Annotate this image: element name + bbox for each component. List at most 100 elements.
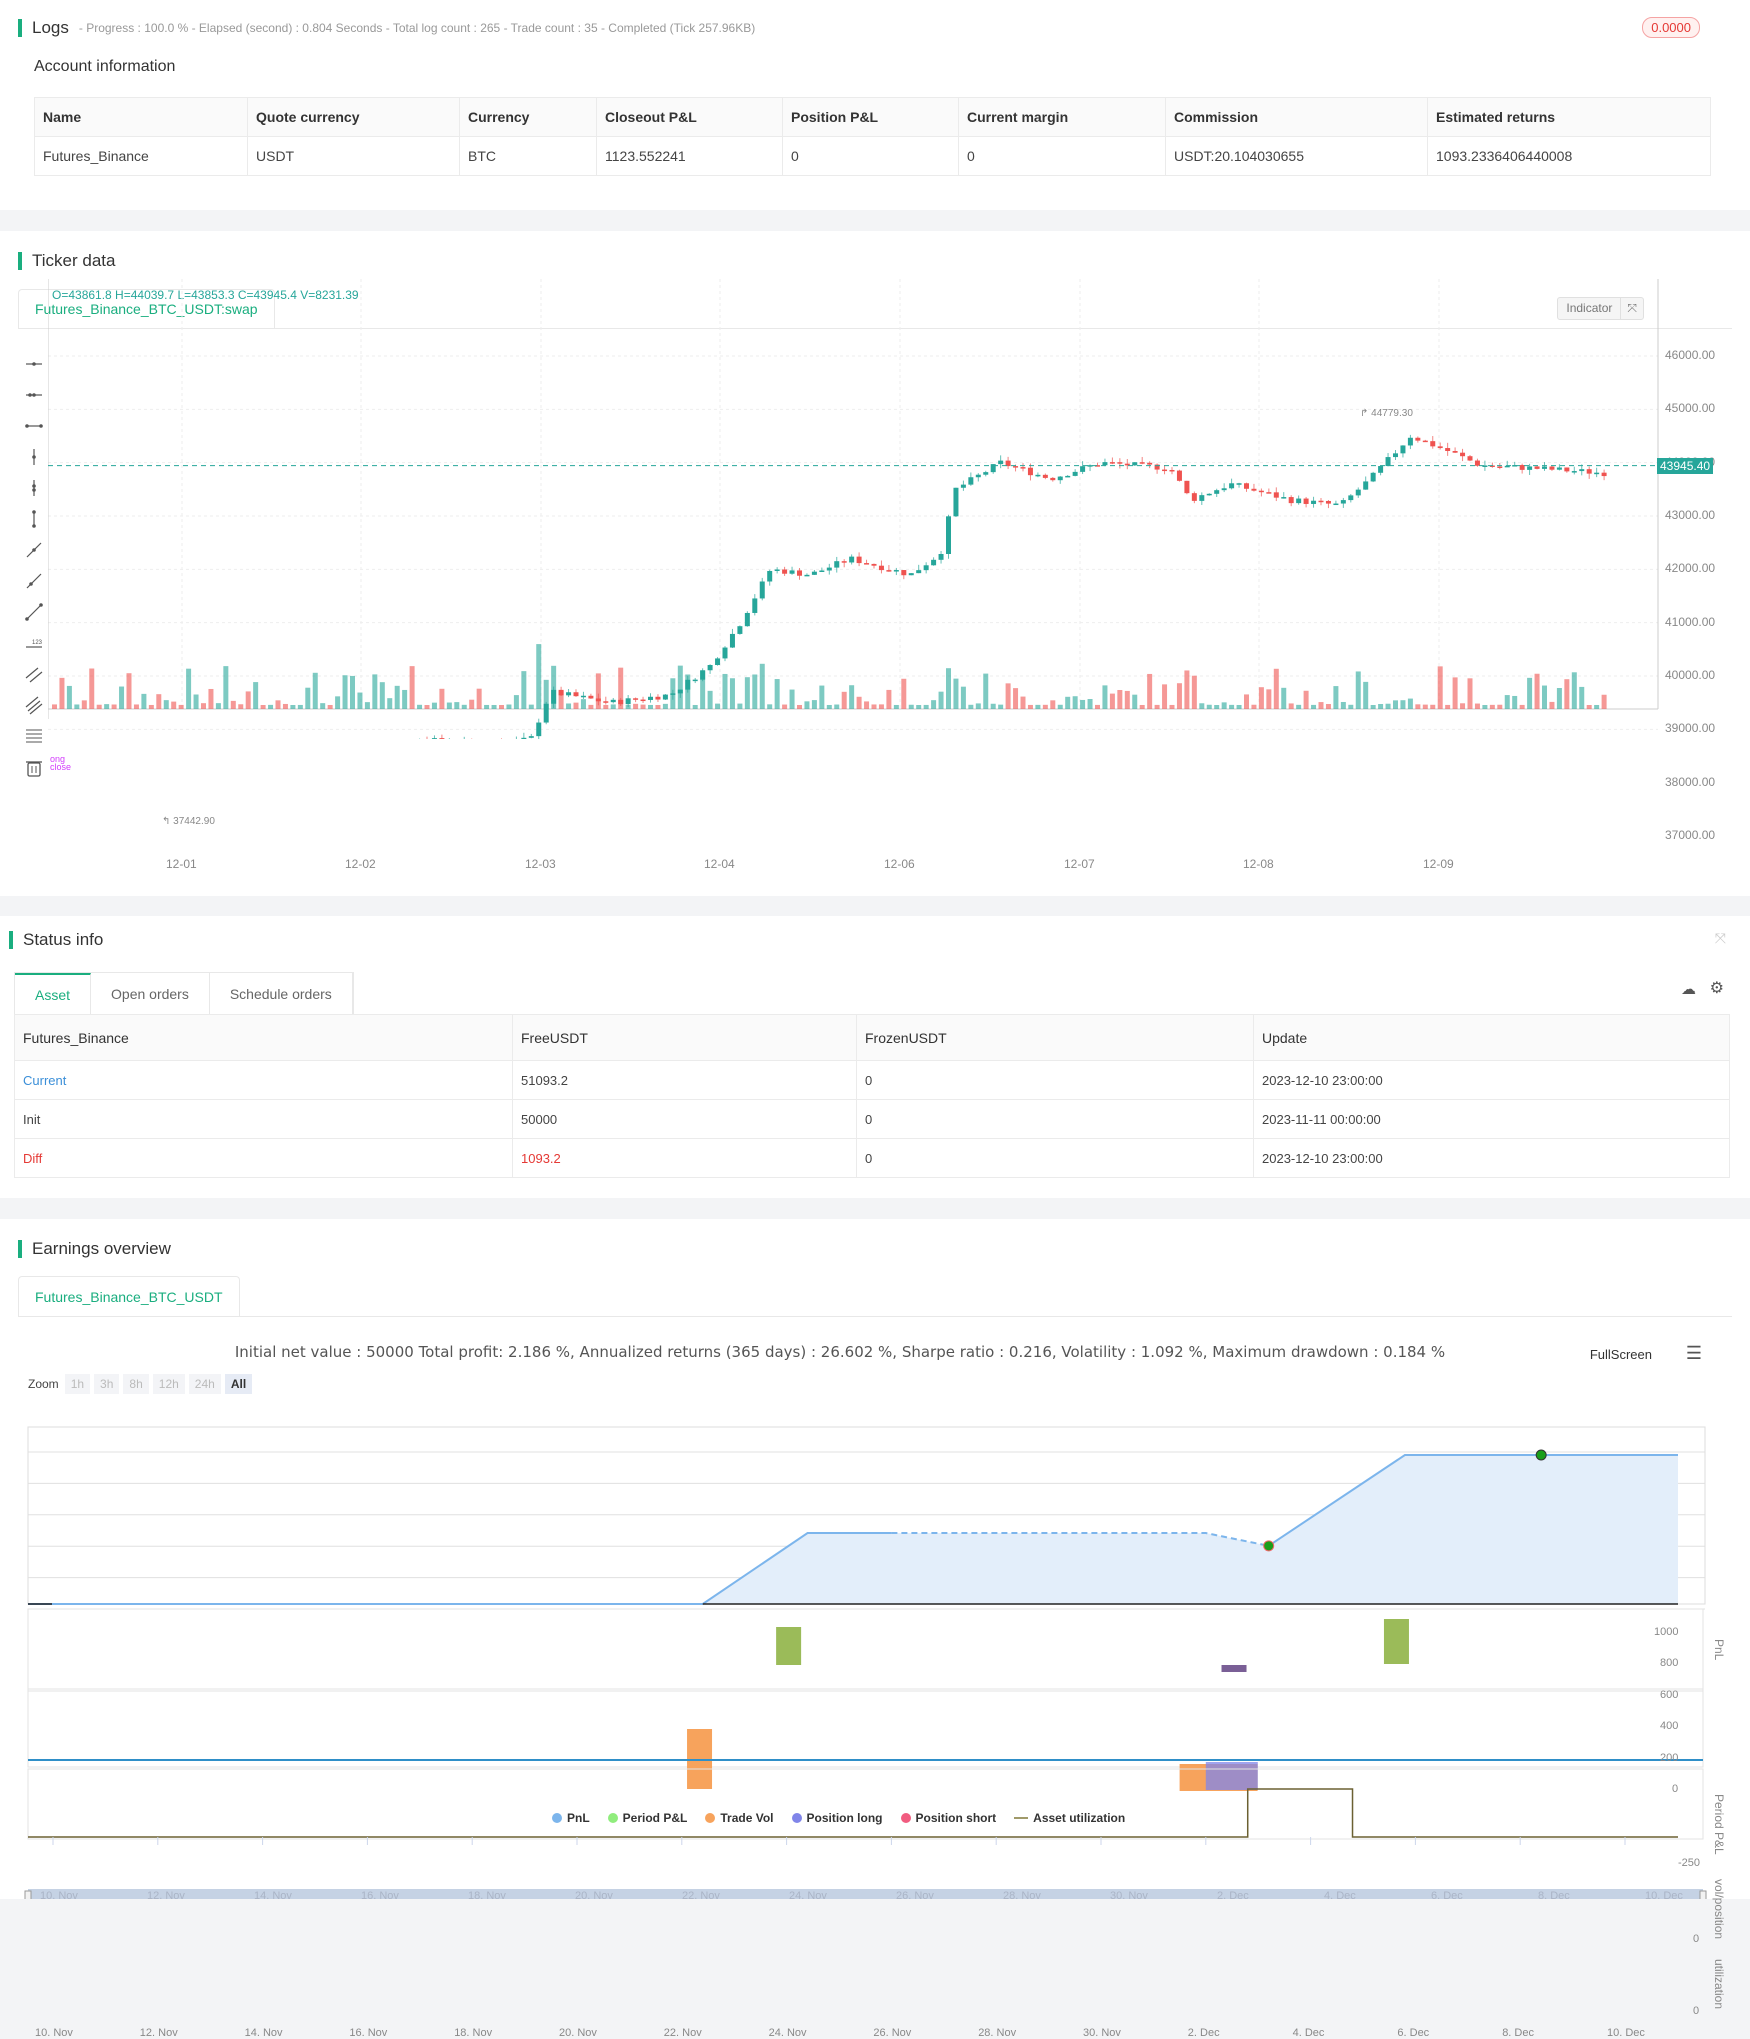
low-value: 37442.90 [173,816,215,827]
x-tick: 4. Dec [1292,2027,1325,2039]
zoom-1h[interactable]: 1h [64,1374,91,1394]
row-label-init: Init [14,1099,513,1139]
price-tick: 38000.00 [1665,774,1716,789]
horizontal-ray-icon[interactable] [24,385,44,405]
legend-marker-icon [791,1813,802,1823]
legend-label: PnL [567,1811,590,1825]
x-tick: 18. Nov [454,2027,493,2039]
status-tabs: Asset Open orders Schedule orders [14,972,354,1015]
x-tick: 30. Nov [1083,2027,1121,2039]
expand-icon[interactable]: ⤧ [1714,930,1726,946]
navigator-tick: 10. Nov [40,1890,78,1902]
col-position-pnl: Position P&L [782,97,959,137]
x-tick: 22. Nov [663,2027,702,2039]
pnl-tick: 800 [1660,1657,1679,1670]
logs-summary: - Progress : 100.0 % - Elapsed (second) … [78,21,756,35]
navigator-tick: 4. Dec [1324,1890,1356,1902]
candlestick-chart[interactable] [48,279,1660,739]
fullscreen-icon[interactable]: ⤧ [1627,301,1637,315]
navigator-tick: 12. Nov [147,1890,185,1902]
vertical-ray-icon[interactable] [24,478,44,498]
zoom-12h[interactable]: 12h [152,1374,185,1394]
svg-text:123: 123 [32,640,43,646]
tab-divider [18,328,1732,329]
horizontal-segment-icon[interactable] [24,416,44,436]
horizontal-line-icon[interactable] [24,354,44,374]
tab-divider [18,1316,1732,1317]
legend-item[interactable]: Period P&L [607,1811,687,1825]
col-frozen-usdt: FrozenUSDT [856,1014,1254,1061]
legend-item[interactable]: Position long [791,1811,883,1825]
pnl-tick: 400 [1660,1720,1679,1733]
time-tick: 12-08 [1243,857,1274,871]
axis-title: PnL [1712,1639,1726,1661]
parallel-lines-icon[interactable] [24,664,44,684]
high-value: 44779.30 [1371,408,1413,419]
earnings-chart[interactable] [0,1399,1750,1899]
zoom-all[interactable]: All [224,1374,253,1394]
pnl-tick: 0 [1672,1783,1679,1795]
gear-icon[interactable]: ⚙ [1709,980,1724,997]
price-channel-icon[interactable] [24,695,44,715]
time-tick: 12-06 [884,857,915,871]
axis-title: Period P&L [1712,1794,1726,1855]
trash-icon[interactable] [24,757,44,777]
logs-title: Logs [32,18,69,37]
earnings-panel: Earnings overview Futures_Binance_BTC_US… [0,1219,1750,2039]
price-line-icon[interactable]: 123 [24,633,44,653]
price-tick: 39000.00 [1665,721,1716,736]
menu-icon[interactable]: ☰ [1685,1343,1702,1363]
cell: 0 [856,1099,1254,1139]
cell: 0 [856,1138,1254,1178]
legend-item[interactable]: Position short [900,1811,996,1825]
zoom-8h[interactable]: 8h [123,1374,149,1394]
vertical-line-icon[interactable] [24,447,44,467]
tab-open-orders[interactable]: Open orders [91,973,210,1015]
cell: Futures_Binance [34,136,248,176]
zoom-3h[interactable]: 3h [94,1374,120,1394]
vertical-segment-icon[interactable] [24,509,44,529]
legend-label: Trade Vol [720,1811,774,1825]
legend-item[interactable]: Trade Vol [705,1811,774,1825]
fibonacci-icon[interactable] [24,726,44,746]
zoom-24h[interactable]: 24h [188,1374,221,1394]
legend-item[interactable]: PnL [552,1811,590,1825]
x-tick: 26. Nov [873,2027,912,2039]
x-tick: 12. Nov [139,2027,178,2039]
segment-line-icon[interactable] [24,602,44,622]
trend-line-icon[interactable] [24,540,44,560]
tab-ticker-symbol[interactable]: Futures_Binance_BTC_USDT:swap [18,289,275,328]
legend-item[interactable]: Asset utilization [1014,1811,1125,1825]
navigator-tick: 10. Dec [1645,1890,1683,1902]
tab-earnings-symbol[interactable]: Futures_Binance_BTC_USDT [18,1276,240,1316]
cell: 0 [782,136,959,176]
tab-asset[interactable]: Asset [15,973,92,1015]
legend-marker-icon [705,1813,716,1823]
navigator-tick: 22. Nov [682,1890,720,1902]
status-panel: Status info ⤧ Asset Open orders Schedule… [0,916,1750,1198]
cloud-download-icon[interactable]: ☁ [1681,981,1696,998]
cell: 51093.2 [512,1060,857,1100]
tab-schedule-orders[interactable]: Schedule orders [210,973,353,1015]
navigator-tick: 2. Dec [1217,1890,1249,1902]
navigator-tick: 26. Nov [896,1890,934,1902]
cell: 2023-11-11 00:00:00 [1253,1099,1730,1139]
time-tick: 12-01 [166,857,197,871]
navigator-tick: 16. Nov [361,1890,399,1902]
col-free-usdt: FreeUSDT [512,1014,857,1061]
cell: BTC [459,136,597,176]
x-tick: 10. Dec [1607,2027,1645,2039]
ticker-panel: Ticker data Futures_Binance_BTC_USDT:swa… [0,231,1750,896]
account-table: Name Quote currency Currency Closeout P&… [34,97,1711,176]
navigator-tick: 8. Dec [1538,1890,1570,1902]
ray-line-icon[interactable] [24,571,44,591]
indicator-button[interactable]: Indicator ⤧ [1557,297,1644,320]
fullscreen-button[interactable]: FullScreen [1589,1347,1652,1362]
table-row: Futures_Binance USDT BTC 1123.552241 0 0… [34,136,1711,176]
logs-header: Logs - Progress : 100.0 % - Elapsed (sec… [18,18,755,38]
chart-legend: PnL Period P&L Trade Vol Position long Posit… [552,1811,1143,1825]
x-tick: 10. Nov [35,2027,73,2039]
axis-title: vol/position [1712,1879,1726,1940]
ticker-header: Ticker data [18,251,115,271]
navigator-tick: 30. Nov [1110,1890,1148,1902]
